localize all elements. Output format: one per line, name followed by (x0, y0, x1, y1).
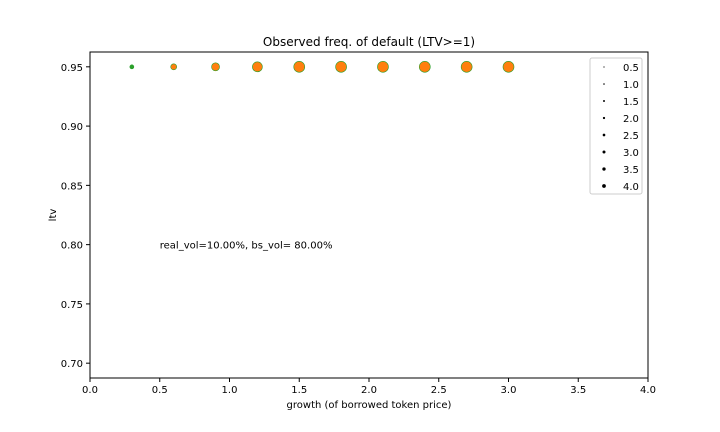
legend-label: 4.0 (623, 182, 639, 193)
x-tick-label: 4.0 (640, 385, 656, 396)
chart-title: Observed freq. of default (LTV>=1) (263, 35, 475, 49)
x-tick-label: 0.0 (82, 385, 98, 396)
data-point (502, 61, 515, 73)
x-axis-label: growth (of borrowed token price) (287, 400, 452, 411)
y-tick-label: 0.75 (61, 300, 83, 311)
legend-label: 3.0 (623, 148, 639, 159)
legend-marker (603, 100, 605, 102)
legend-box (589, 57, 643, 195)
legend-label: 1.0 (623, 80, 639, 91)
data-point (129, 64, 135, 70)
x-tick-label: 2.5 (431, 385, 447, 396)
data-point (418, 61, 431, 73)
x-tick-label: 1.5 (291, 385, 307, 396)
legend-label: 2.5 (623, 131, 639, 142)
data-point (377, 61, 389, 73)
legend-marker (603, 66, 605, 68)
y-tick-label: 0.95 (61, 63, 83, 74)
data-point (170, 63, 177, 71)
legend-label: 0.5 (623, 63, 639, 74)
y-tick-label: 0.90 (61, 122, 83, 133)
y-tick-label: 0.80 (61, 241, 83, 252)
legend-label: 1.5 (623, 97, 639, 108)
volatility-annotation: real_vol=10.00%, bs_vol= 80.00% (160, 241, 333, 252)
legend-label: 2.0 (623, 114, 639, 125)
data-point (460, 61, 473, 73)
x-tick-label: 3.5 (570, 385, 586, 396)
data-points (129, 61, 515, 73)
y-axis-label: ltv (48, 209, 59, 222)
legend: 0.5 1.0 1.5 2.0 2.5 3.0 3.5 4.0 (589, 57, 643, 195)
legend-marker (602, 167, 606, 171)
legend-marker (602, 133, 606, 137)
x-tick-label: 1.0 (222, 385, 238, 396)
y-tick-label: 0.85 (61, 181, 83, 192)
x-tick-label: 0.5 (152, 385, 168, 396)
legend-label: 3.5 (623, 165, 639, 176)
plot-area (89, 51, 649, 379)
data-point (211, 62, 220, 72)
legend-marker (602, 150, 606, 154)
x-axis-ticks: 0.0 0.5 1.0 1.5 2.0 2.5 3.0 3.5 4.0 (82, 378, 656, 396)
legend-items: 0.5 1.0 1.5 2.0 2.5 3.0 3.5 4.0 (602, 63, 639, 193)
x-tick-label: 3.0 (501, 385, 517, 396)
data-point (252, 61, 263, 73)
legend-marker (602, 184, 606, 188)
data-point (293, 61, 306, 73)
legend-marker (603, 83, 605, 85)
y-axis-ticks: 0.70 0.75 0.80 0.85 0.90 0.95 (61, 63, 90, 370)
y-tick-label: 0.70 (61, 359, 83, 370)
legend-marker (602, 116, 606, 120)
data-point (335, 61, 347, 73)
x-tick-label: 2.0 (361, 385, 377, 396)
